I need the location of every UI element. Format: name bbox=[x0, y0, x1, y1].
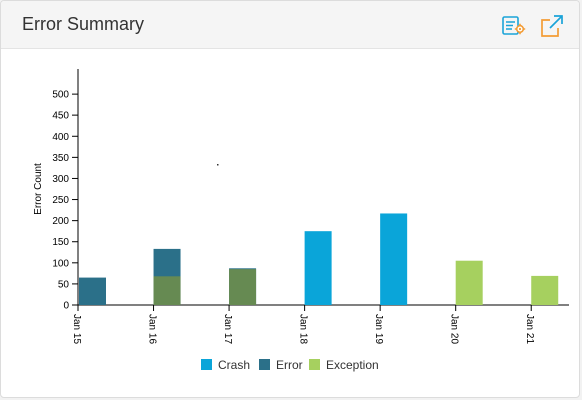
bar-exception bbox=[455, 260, 483, 305]
x-tick-label: Jan 18 bbox=[298, 314, 309, 344]
x-tick-label: Jan 19 bbox=[373, 314, 384, 344]
card-header: Error Summary bbox=[1, 1, 579, 49]
x-tick-label: Jan 21 bbox=[524, 314, 535, 344]
y-tick-label: 500 bbox=[52, 90, 69, 101]
y-tick-label: 450 bbox=[52, 111, 69, 122]
bar-exception bbox=[229, 269, 257, 305]
bar-crash bbox=[380, 213, 408, 305]
y-tick-label: 50 bbox=[58, 279, 70, 290]
expand-button[interactable] bbox=[539, 13, 565, 39]
y-tick-label: 200 bbox=[52, 216, 69, 227]
chart-settings-button[interactable] bbox=[501, 13, 527, 39]
y-tick-label: 300 bbox=[52, 174, 69, 185]
y-tick-label: 400 bbox=[52, 132, 69, 143]
bar-exception bbox=[153, 276, 181, 305]
x-tick-label: Jan 17 bbox=[222, 314, 233, 344]
popout-expand-icon bbox=[541, 15, 563, 37]
legend-swatch-crash bbox=[201, 359, 212, 370]
legend-swatch-error bbox=[259, 359, 270, 370]
legend-label-error: Error bbox=[276, 358, 303, 372]
bar-exception bbox=[531, 275, 559, 305]
card-title: Error Summary bbox=[22, 14, 145, 34]
y-tick-label: 0 bbox=[63, 301, 69, 312]
y-tick-label: 250 bbox=[52, 195, 69, 206]
stray-mark bbox=[217, 164, 219, 166]
y-tick-label: 150 bbox=[52, 237, 69, 248]
y-tick-label: 350 bbox=[52, 153, 69, 164]
bar-crash bbox=[304, 231, 332, 305]
x-tick-label: Jan 20 bbox=[449, 314, 460, 344]
x-tick-label: Jan 16 bbox=[147, 314, 158, 344]
legend-label-crash: Crash bbox=[218, 358, 250, 372]
y-tick-label: 100 bbox=[52, 258, 69, 269]
chart-settings-icon bbox=[502, 16, 526, 35]
y-axis-label: Error Count bbox=[33, 163, 44, 215]
legend-swatch-exception bbox=[309, 359, 320, 370]
error-count-chart: 0 50 100 150 200 250 300 350 400 450 500 Error Coun… bbox=[33, 69, 569, 372]
bar-error bbox=[79, 277, 106, 305]
legend-label-exception: Exception bbox=[326, 358, 379, 372]
x-tick-label: Jan 15 bbox=[71, 314, 82, 344]
